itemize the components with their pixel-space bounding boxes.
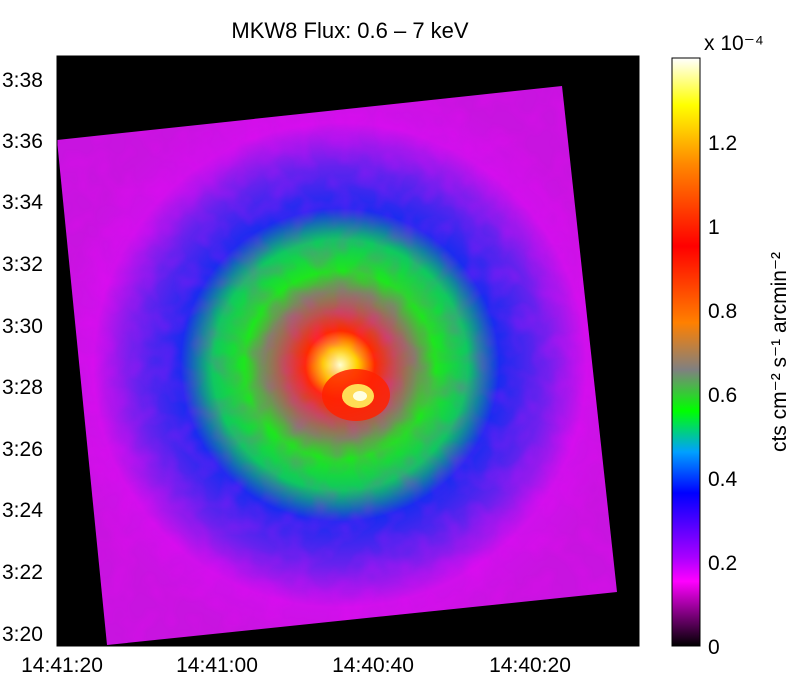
y-tick-label: 3:30 (2, 315, 43, 338)
colorbar-gradient (671, 57, 701, 647)
flux-map (57, 86, 617, 645)
y-tick-label: 3:22 (2, 561, 43, 584)
colorbar-tick-label: 0 (708, 636, 720, 659)
y-tick-label: 3:26 (2, 438, 43, 461)
x-tick-label: 14:40:20 (489, 654, 571, 677)
colorbar-tick-label: 1 (708, 216, 720, 239)
colorbar: x 10⁻⁴ 0 0.2 0.4 0.6 0.8 1 1.2 cts cm⁻² … (671, 32, 791, 659)
colorbar-tick-label: 0.4 (708, 468, 738, 491)
y-tick-label: 3:20 (2, 623, 43, 646)
y-tick-label: 3:36 (2, 130, 43, 153)
y-tick-label: 3:32 (2, 253, 43, 276)
x-tick-label: 14:40:40 (332, 654, 414, 677)
y-ticks: 3:38 3:36 3:34 3:32 3:30 3:28 3:26 3:24 … (2, 69, 43, 646)
x-ticks: 14:41:20 14:41:00 14:40:40 14:40:20 (21, 654, 571, 677)
colorbar-tick-label: 0.6 (708, 384, 737, 407)
colorbar-label: cts cm⁻² s⁻¹ arcmin⁻² (768, 252, 791, 452)
y-tick-label: 3:24 (2, 499, 43, 522)
y-tick-label: 3:38 (2, 69, 43, 92)
y-tick-label: 3:28 (2, 376, 43, 399)
x-tick-label: 14:41:00 (176, 654, 258, 677)
colorbar-tick-label: 1.2 (708, 132, 737, 155)
chart-title: MKW8 Flux: 0.6 – 7 keV (231, 18, 469, 43)
colorbar-tick-label: 0.2 (708, 552, 737, 575)
y-tick-label: 3:34 (2, 191, 43, 214)
colorbar-tick-label: 0.8 (708, 300, 737, 323)
image-axes (56, 55, 640, 647)
colorbar-multiplier: x 10⁻⁴ (704, 32, 764, 55)
x-tick-label: 14:41:20 (21, 654, 103, 677)
